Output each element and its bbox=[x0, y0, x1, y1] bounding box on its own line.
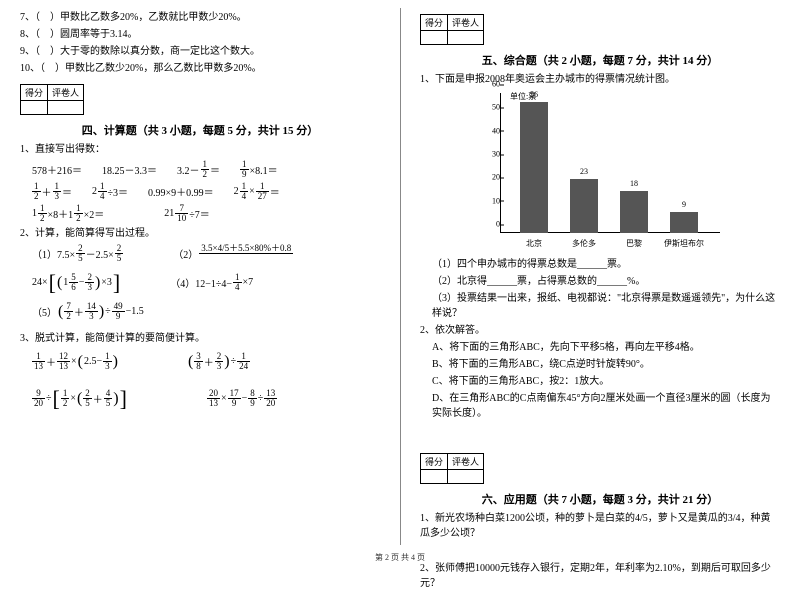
app-2: 2、张师傅把10000元钱存入银行，定期2年，年利率为2.10%，到期后可取回多… bbox=[420, 561, 780, 591]
q5-2c: C、将下面的三角形ABC，按2：1放大。 bbox=[432, 374, 780, 389]
bar-value-label: 18 bbox=[620, 179, 648, 188]
section-5-title: 五、综合题（共 2 小题，每题 7 分，共计 14 分） bbox=[420, 52, 780, 68]
tf-7: 7、（ ）甲数比乙数多20%，乙数就比甲数少20%。 bbox=[20, 10, 380, 25]
q5-1-1: （1）四个申办城市的得票总数是______票。 bbox=[432, 257, 780, 272]
y-tick: 20 bbox=[480, 173, 500, 182]
expr-3-1: 113＋1213×(2.5−13) (38＋23)÷124 bbox=[32, 352, 380, 371]
expr-2-1: （1）7.5×25－2.5×25 （2）3.5×4/5＋5.5×80%＋0.8 bbox=[32, 244, 380, 263]
grader-label: 评卷人 bbox=[448, 454, 484, 470]
section-4-title: 四、计算题（共 3 小题，每题 5 分，共计 15 分） bbox=[20, 122, 380, 138]
left-column: 7、（ ）甲数比乙数多20%，乙数就比甲数少20%。 8、（ ）圆周率等于3.1… bbox=[0, 0, 400, 565]
bar: 9 bbox=[670, 212, 698, 233]
category-label: 巴黎 bbox=[614, 238, 654, 249]
bar-value-label: 56 bbox=[520, 90, 548, 99]
tf-10: 10、（ ）甲数比乙数少20%，那么乙数比甲数多20%。 bbox=[20, 61, 380, 76]
expr-2-3: （5）(72＋143)÷499−1.5 bbox=[32, 302, 380, 321]
grader-label: 评卷人 bbox=[48, 85, 84, 101]
q4-3: 3、脱式计算，能简便计算的要简便计算。 bbox=[20, 331, 380, 346]
tf-9: 9、（ ）大于零的数除以真分数，商一定比这个数大。 bbox=[20, 44, 380, 59]
q5-2a: A、将下面的三角形ABC，先向下平移5格，再向左平移4格。 bbox=[432, 340, 780, 355]
category-label: 伊斯坦布尔 bbox=[664, 238, 704, 249]
section-6-title: 六、应用题（共 7 小题，每题 3 分，共计 21 分） bbox=[420, 491, 780, 507]
q4-1: 1、直接写出得数： bbox=[20, 142, 380, 157]
score-box-5: 得分 评卷人 bbox=[420, 14, 484, 45]
grader-label: 评卷人 bbox=[448, 15, 484, 31]
bar-value-label: 23 bbox=[570, 167, 598, 176]
bar-value-label: 9 bbox=[670, 200, 698, 209]
bar: 23 bbox=[570, 179, 598, 233]
y-tick: 30 bbox=[480, 150, 500, 159]
calc-row-2: 12＋13＝ 214÷3＝ 0.99×9＋0.99＝ 214×127＝ bbox=[32, 182, 380, 201]
q5-1-2: （2）北京得______票，占得票总数的______%。 bbox=[432, 274, 780, 289]
y-tick: 0 bbox=[480, 220, 500, 229]
score-box-4: 得分 评卷人 bbox=[20, 84, 84, 115]
q5-2: 2、依次解答。 bbox=[420, 323, 780, 338]
expr-3-2: 920÷[12×(25＋45)] 2013×179−89÷1320 bbox=[32, 389, 380, 408]
score-label: 得分 bbox=[421, 454, 448, 470]
app-1: 1、新光农场种白菜1200公顷，种的萝卜是白菜的4/5，萝卜又是黄瓜的3/4，种… bbox=[420, 511, 780, 541]
tf-8: 8、（ ）圆周率等于3.14。 bbox=[20, 27, 380, 42]
q5-2d: D、在三角形ABC的C点南偏东45°方向2厘米处画一个直径3厘米的圆（长度为实际… bbox=[432, 391, 780, 421]
q5-2b: B、将下面的三角形ABC，绕C点逆时针旋转90°。 bbox=[432, 357, 780, 372]
bar: 56 bbox=[520, 102, 548, 233]
y-tick: 40 bbox=[480, 126, 500, 135]
score-label: 得分 bbox=[421, 15, 448, 31]
right-column: 得分 评卷人 五、综合题（共 2 小题，每题 7 分，共计 14 分） 1、下面… bbox=[400, 0, 800, 565]
bar: 18 bbox=[620, 191, 648, 233]
q5-1: 1、下面是申报2008年奥运会主办城市的得票情况统计图。 bbox=[420, 72, 780, 87]
calc-row-1: 578＋216＝ 18.25－3.3＝ 3.2－12＝ 19×8.1＝ bbox=[32, 160, 380, 179]
page-footer: 第 2 页 共 4 页 bbox=[0, 552, 800, 563]
category-label: 北京 bbox=[514, 238, 554, 249]
calc-row-3: 112×8＋112×2＝ 21710÷7＝ bbox=[32, 204, 380, 223]
y-tick: 60 bbox=[480, 80, 500, 89]
score-box-6: 得分 评卷人 bbox=[420, 453, 484, 484]
score-label: 得分 bbox=[21, 85, 48, 101]
expr-2-2: 24×[(156−23)×3] （4）12−1÷4−14×7 bbox=[32, 273, 380, 292]
q4-2: 2、计算，能简算得写出过程。 bbox=[20, 226, 380, 241]
category-label: 多伦多 bbox=[564, 238, 604, 249]
y-axis bbox=[500, 93, 501, 233]
y-tick: 50 bbox=[480, 103, 500, 112]
y-tick: 10 bbox=[480, 196, 500, 205]
vote-bar-chart: 单位:票 010203040506056北京23多伦多18巴黎9伊斯坦布尔 bbox=[480, 93, 720, 253]
q5-1-3: （3）投票结果一出来，报纸、电视都说："北京得票是数遥遥领先"，为什么这样说？ bbox=[432, 291, 780, 321]
